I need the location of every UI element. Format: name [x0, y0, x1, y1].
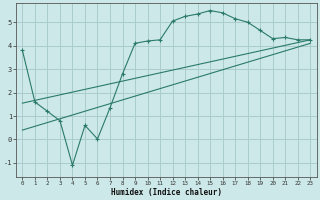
X-axis label: Humidex (Indice chaleur): Humidex (Indice chaleur): [111, 188, 222, 197]
